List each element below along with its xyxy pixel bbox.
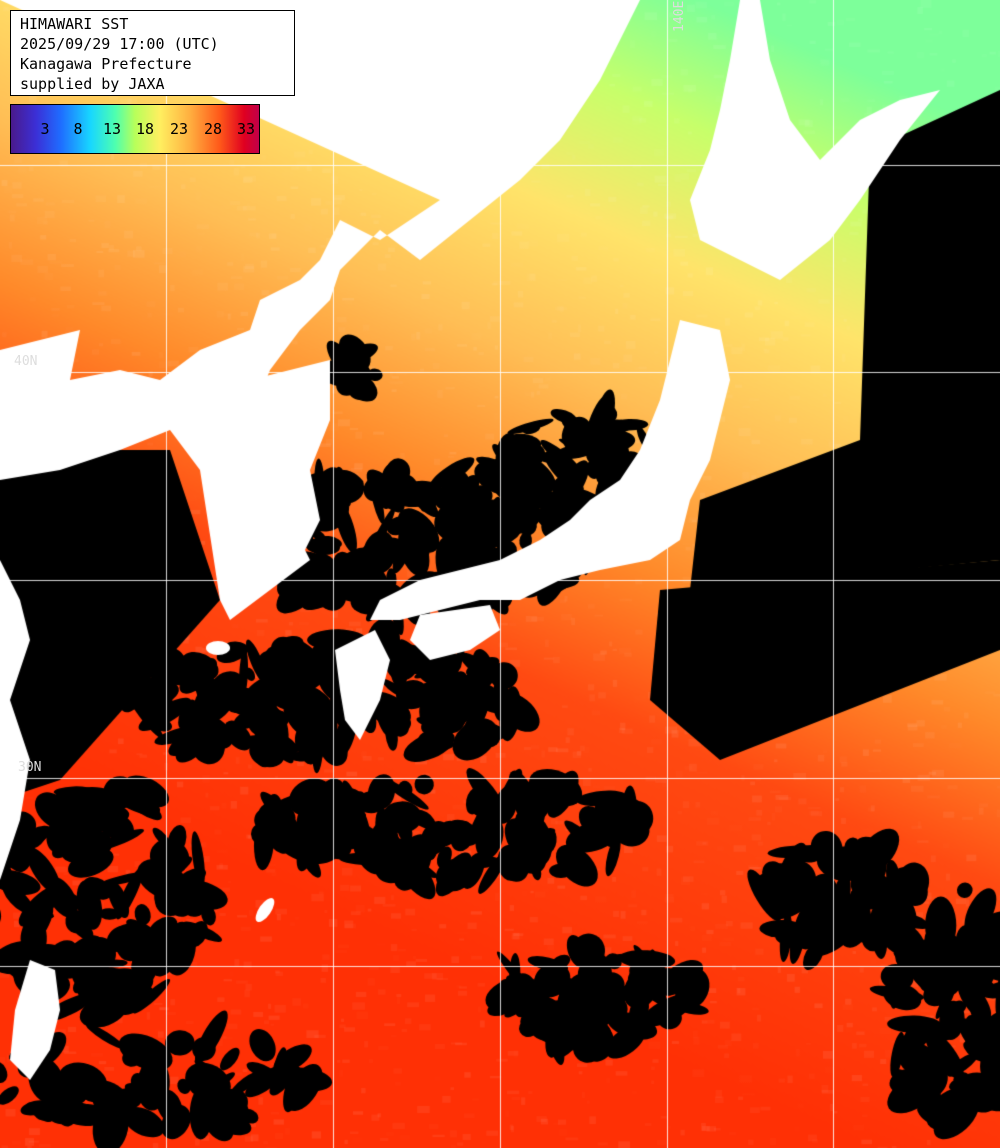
colorbar-tick: 18 (135, 120, 155, 138)
colorbar-tick: 23 (169, 120, 189, 138)
latitude-label: 30N (18, 760, 42, 775)
map-region: Kanagawa Prefecture (20, 55, 192, 73)
longitude-label: 140E (672, 0, 687, 32)
title-box: HIMAWARI SST 2025/09/29 17:00 (UTC) Kana… (10, 10, 295, 96)
colorbar-tick: 3 (40, 120, 50, 138)
colorbar-tick: 28 (203, 120, 223, 138)
colorbar-tick: 8 (73, 120, 83, 138)
map-credit: supplied by JAXA (20, 75, 165, 93)
map-datetime: 2025/09/29 17:00 (UTC) (20, 35, 219, 53)
colorbar-tick: 13 (102, 120, 122, 138)
colorbar-tick: 33 (236, 120, 256, 138)
temperature-colorbar: 3 8 13 18 23 28 33 (10, 104, 260, 154)
map-title: HIMAWARI SST (20, 15, 129, 33)
latitude-label: 40N (14, 354, 38, 369)
